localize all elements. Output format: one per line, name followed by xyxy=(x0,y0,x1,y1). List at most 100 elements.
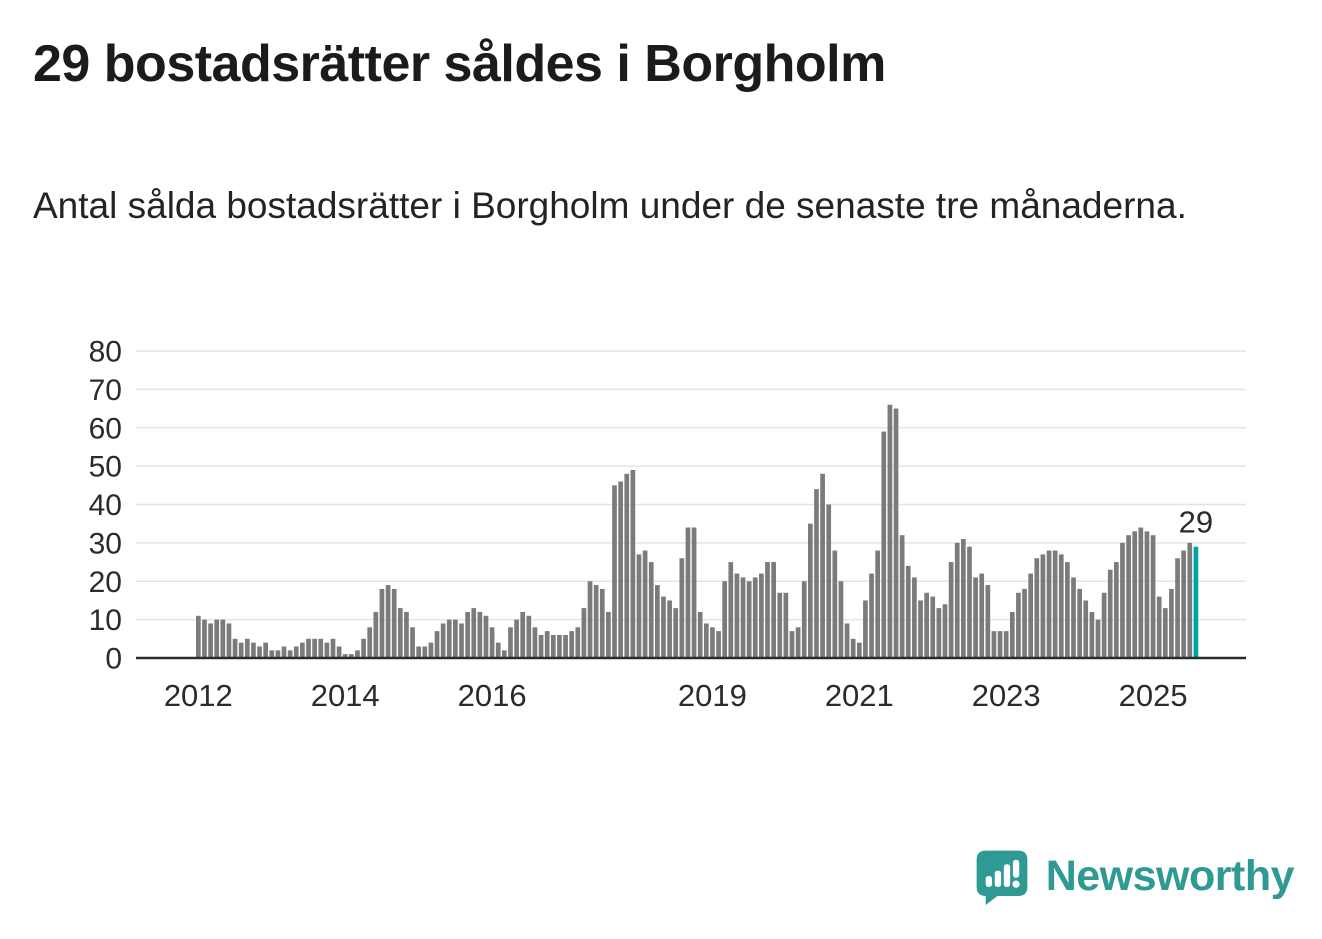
bar xyxy=(985,585,991,658)
bar xyxy=(459,623,464,658)
bar xyxy=(612,485,617,658)
bar xyxy=(587,581,593,658)
bar xyxy=(863,600,868,658)
bar xyxy=(936,608,942,658)
bar xyxy=(1126,535,1131,658)
bar xyxy=(642,550,648,658)
bar xyxy=(526,615,532,658)
bar xyxy=(942,604,948,658)
bar xyxy=(416,646,422,658)
bar xyxy=(1040,554,1046,658)
bar xyxy=(1052,550,1058,658)
bar xyxy=(238,642,244,658)
bar xyxy=(1138,527,1144,658)
bar xyxy=(624,473,630,658)
bar xyxy=(1150,535,1156,658)
bars xyxy=(196,404,1199,659)
bar xyxy=(930,596,936,658)
bar xyxy=(287,650,293,658)
bar xyxy=(661,596,666,658)
x-tick-label: 2012 xyxy=(164,678,233,713)
bar xyxy=(1083,600,1089,658)
bar xyxy=(722,581,728,658)
bar xyxy=(734,573,740,658)
bar xyxy=(1132,531,1138,658)
chart-subtitle: Antal sålda bostadsrätter i Borgholm und… xyxy=(33,185,1187,226)
bar xyxy=(312,638,317,658)
bar-chart: 0 10 20 30 40 50 60 70 80 2012 2014 2016 2019 2021 202… xyxy=(89,338,1246,713)
bar xyxy=(1009,611,1015,658)
bar xyxy=(667,600,672,658)
x-axis-labels: 2012 2014 2016 2019 2021 2023 2025 xyxy=(164,678,1188,713)
bar xyxy=(636,554,642,658)
bar xyxy=(508,627,513,658)
bar xyxy=(355,650,360,658)
bar xyxy=(336,646,342,658)
bar xyxy=(593,585,599,658)
bar xyxy=(208,623,213,658)
bar xyxy=(838,581,844,658)
bar xyxy=(563,634,568,658)
bar xyxy=(630,469,636,658)
last-value-annotation: 29 xyxy=(1179,505,1213,540)
chart-title: 29 bostadsrätter såldes i Borgholm xyxy=(33,35,886,93)
bar xyxy=(1089,611,1095,658)
bar xyxy=(514,619,519,659)
bar xyxy=(991,631,997,658)
newsworthy-logo[interactable]: Newsworthy xyxy=(973,847,1295,905)
bar xyxy=(581,608,587,658)
bar xyxy=(850,638,856,658)
bar xyxy=(979,573,985,658)
y-tick-label: 20 xyxy=(89,566,122,599)
bar xyxy=(710,627,715,658)
bar xyxy=(1156,596,1162,658)
bar xyxy=(1003,631,1009,658)
bar xyxy=(679,558,685,658)
bar xyxy=(954,542,960,659)
bar xyxy=(599,588,605,659)
bar xyxy=(997,631,1003,658)
bar xyxy=(440,623,446,658)
bar xyxy=(263,642,269,658)
bar xyxy=(367,627,373,658)
bar xyxy=(691,527,697,658)
newsworthy-logo-icon xyxy=(976,850,1028,905)
bar xyxy=(1101,592,1107,658)
bar xyxy=(1162,608,1168,658)
x-tick-label: 2025 xyxy=(1119,678,1188,713)
bar xyxy=(550,634,556,658)
bar xyxy=(912,577,917,658)
y-tick-label: 30 xyxy=(89,527,122,560)
bar xyxy=(538,634,544,658)
bar xyxy=(244,638,250,658)
y-axis-labels: 0 10 20 30 40 50 60 70 80 xyxy=(89,338,122,676)
bar xyxy=(826,504,832,658)
bar xyxy=(887,404,893,658)
x-tick-label: 2019 xyxy=(678,678,747,713)
bar xyxy=(232,638,238,658)
bar xyxy=(783,592,789,658)
bar xyxy=(961,539,966,658)
bar xyxy=(391,588,397,659)
bar xyxy=(434,631,440,658)
bar xyxy=(808,523,813,658)
bar xyxy=(502,650,507,658)
bar xyxy=(428,642,434,658)
bar xyxy=(869,573,874,658)
newsworthy-wordmark: Newsworthy xyxy=(1045,851,1295,900)
bar xyxy=(214,619,220,659)
y-tick-label: 70 xyxy=(89,374,122,407)
bar xyxy=(832,550,838,658)
bar xyxy=(379,588,385,659)
bar xyxy=(465,611,470,658)
bar xyxy=(795,627,801,658)
bar xyxy=(1181,550,1187,658)
bar xyxy=(318,638,324,658)
bar xyxy=(967,546,972,658)
bar xyxy=(251,642,256,658)
bar xyxy=(856,642,862,658)
bar xyxy=(397,608,403,658)
bar xyxy=(716,631,721,658)
bar xyxy=(471,608,477,658)
bar xyxy=(257,646,262,658)
